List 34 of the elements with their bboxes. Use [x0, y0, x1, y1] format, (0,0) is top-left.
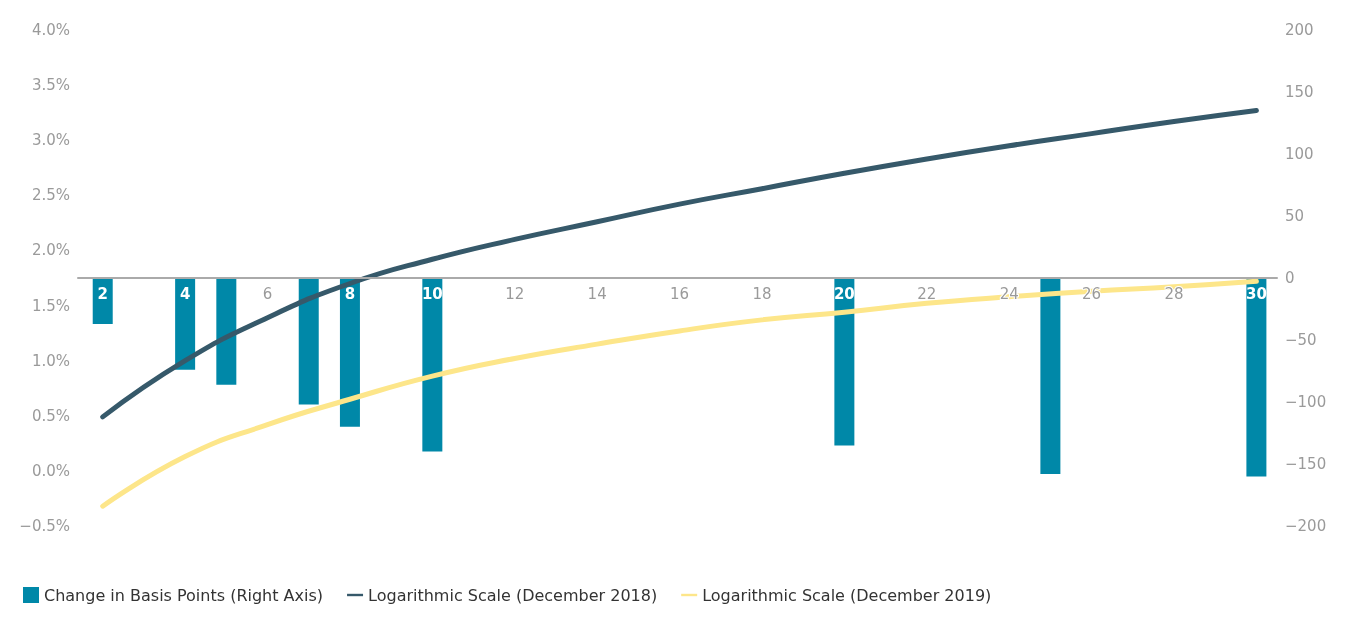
y2-tick-label: −50: [1285, 331, 1317, 349]
y2-tick-label: 0: [1285, 269, 1295, 287]
y2-tick-label: −100: [1285, 393, 1327, 411]
y2-tick-label: 100: [1285, 145, 1314, 163]
legend-label: Logarithmic Scale (December 2018): [368, 585, 658, 605]
y-tick-label: 2.5%: [31, 186, 70, 205]
y-tick-label: 4.0%: [31, 21, 70, 39]
y-tick-label: 1.5%: [31, 296, 70, 315]
x-tick-label: 6: [262, 284, 273, 303]
y-tick-label: 3.0%: [31, 131, 70, 150]
x-tick-label: 12: [505, 284, 525, 303]
y-tick-label: 1.0%: [31, 351, 70, 370]
x-tick-label: 18: [752, 284, 772, 303]
y-tick-label: 2.0%: [31, 241, 70, 260]
x-tick-label: 2: [97, 284, 108, 303]
y2-tick-label: −150: [1285, 455, 1327, 473]
y2-tick-label: 50: [1285, 207, 1305, 225]
x-tick-label: 22: [917, 284, 937, 303]
x-tick-label: 20: [833, 284, 855, 303]
x-tick-label: 10: [421, 284, 443, 303]
legend-label: Logarithmic Scale (December 2019): [702, 585, 992, 605]
x-tick-label: 28: [1164, 284, 1184, 303]
y2-tick-label: 150: [1285, 83, 1314, 101]
x-tick-label: 16: [670, 284, 690, 303]
legend-label: Change in Basis Points (Right Axis): [44, 585, 324, 605]
x-tick-label: 4: [179, 284, 191, 303]
x-tick-label: 14: [587, 284, 607, 303]
y-tick-label: −0.5%: [19, 517, 70, 535]
y2-tick-label: 200: [1285, 21, 1314, 39]
x-tick-label: 8: [344, 284, 356, 303]
y2-tick-label: −200: [1285, 517, 1327, 535]
y-tick-label: 0.0%: [31, 461, 70, 480]
y-tick-label: 3.5%: [31, 76, 70, 95]
y-tick-label: 0.5%: [31, 406, 70, 425]
